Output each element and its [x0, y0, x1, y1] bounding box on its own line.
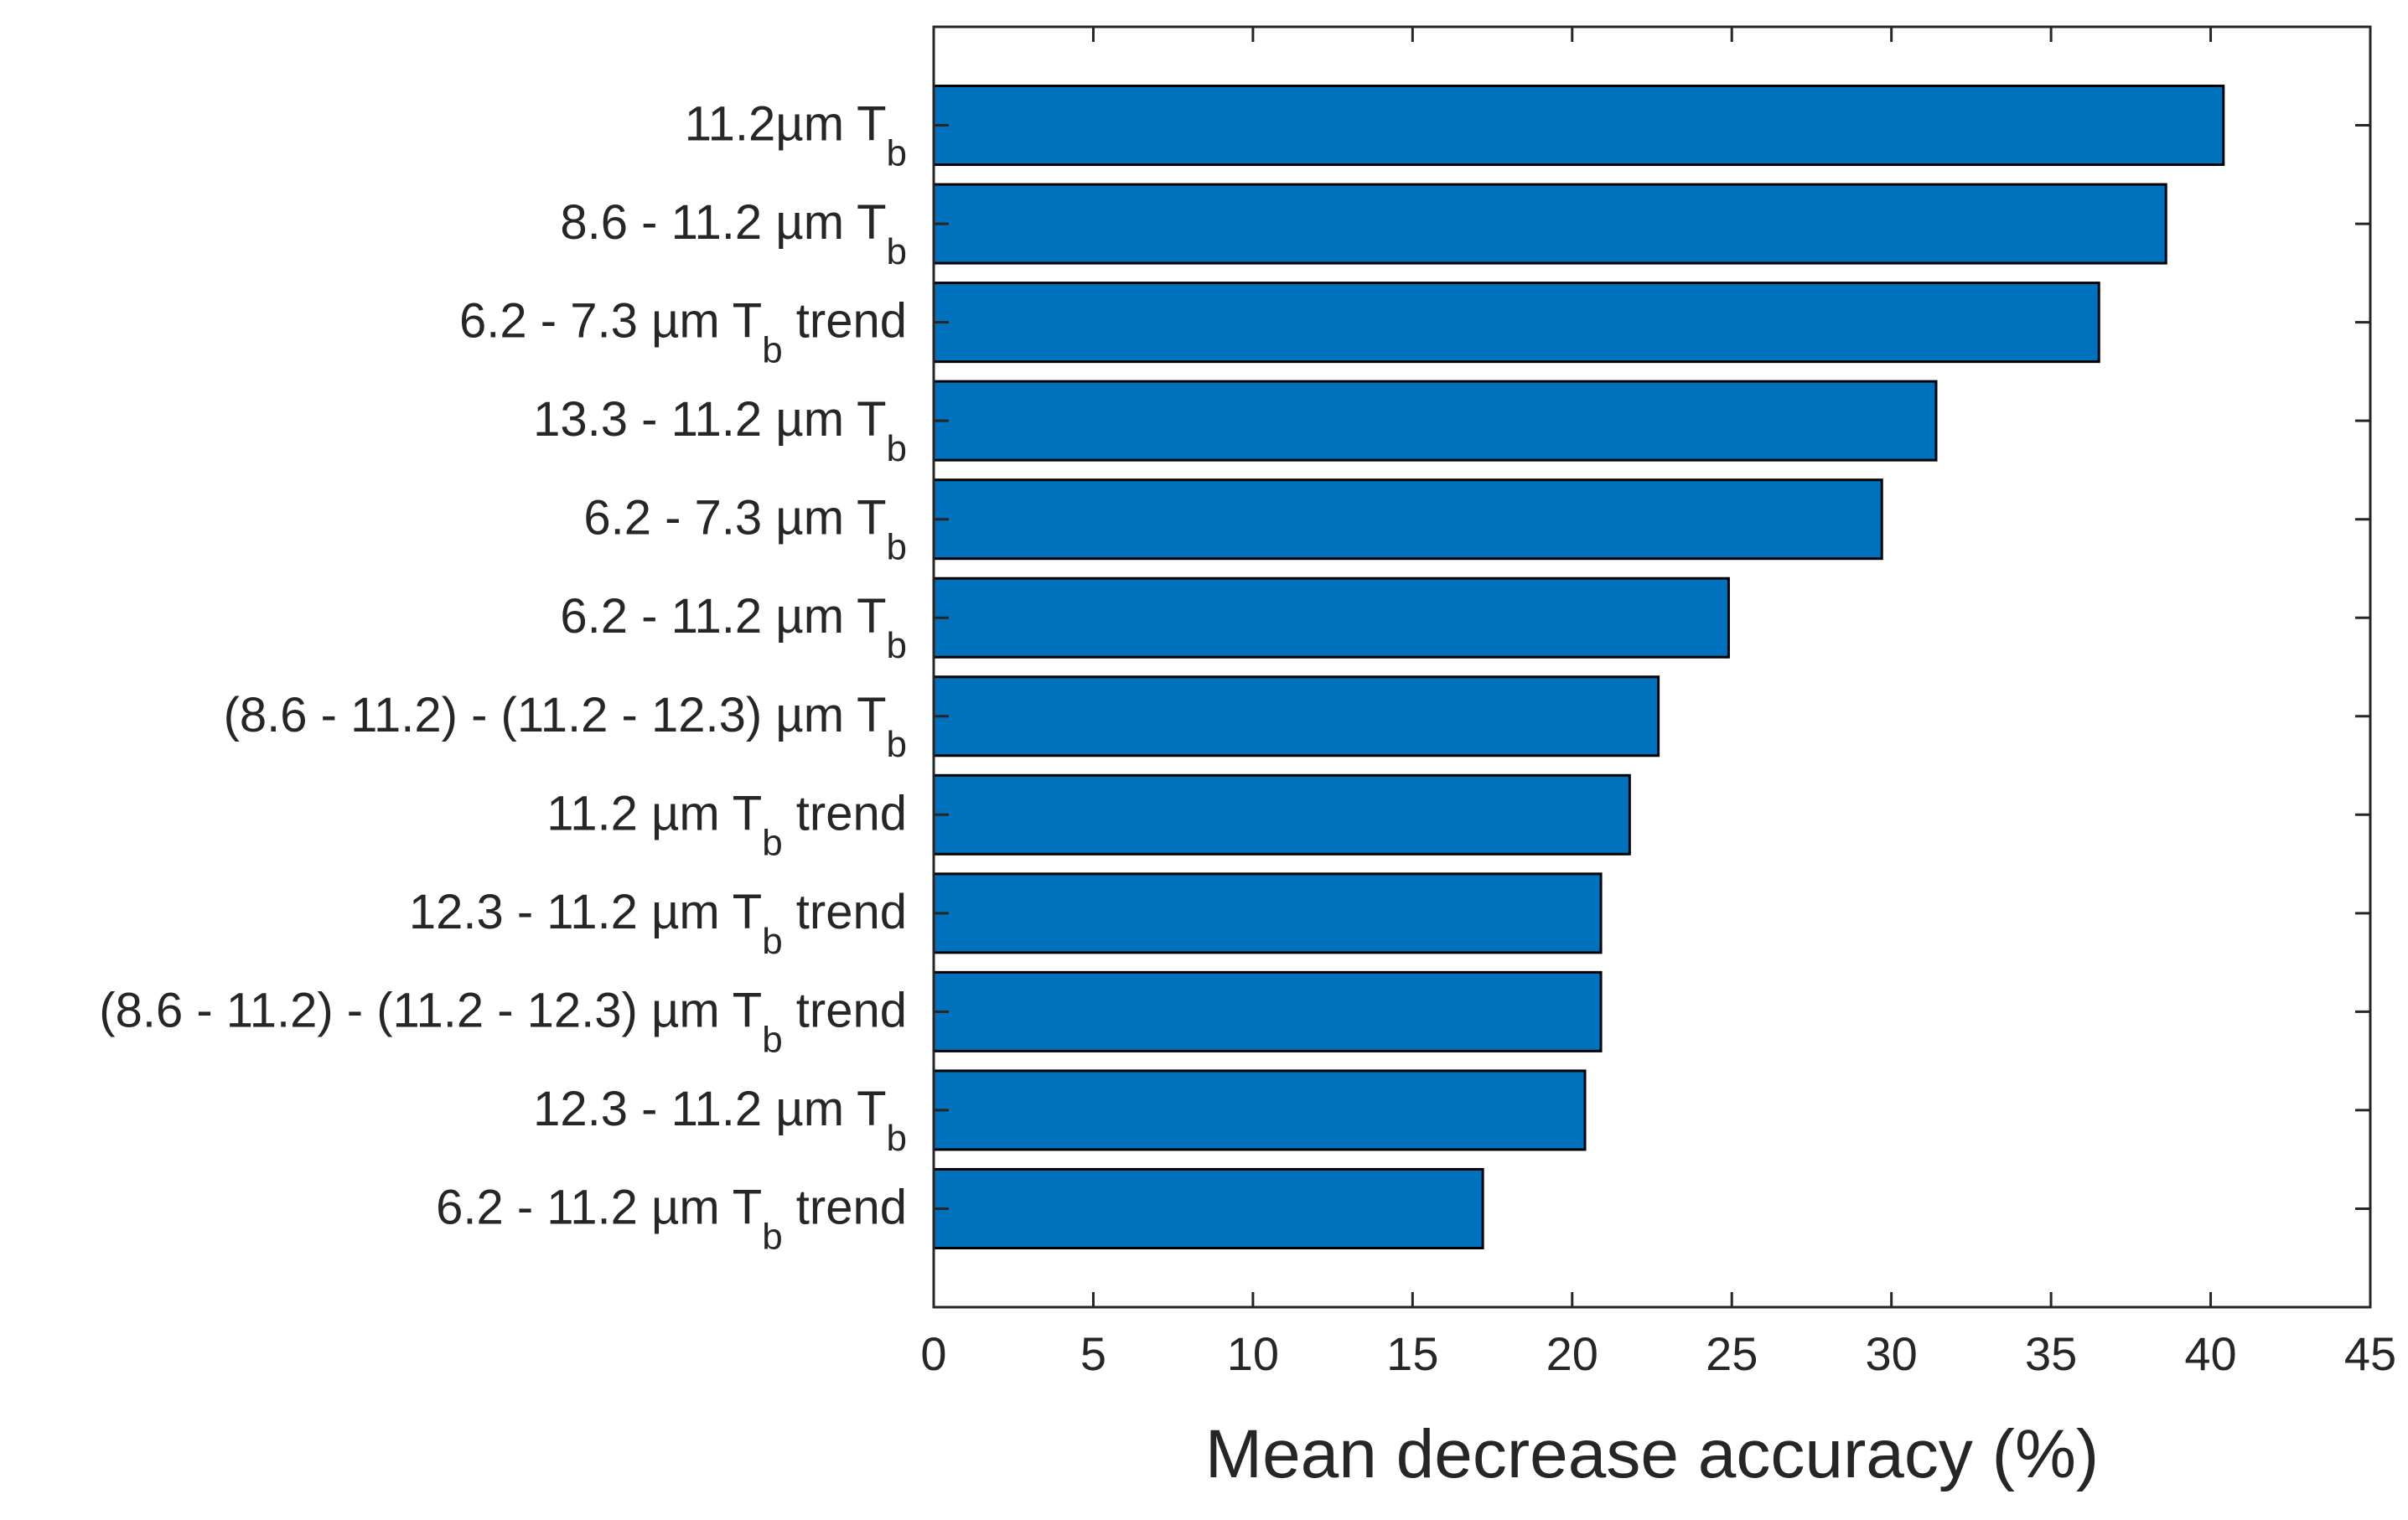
x-tick-label: 25 [1706, 1327, 1758, 1380]
bar [932, 773, 1631, 856]
bar [932, 282, 2100, 364]
y-tick-label: 6.2 - 7.3 µm Tb [583, 491, 907, 568]
bar [932, 1069, 1587, 1151]
y-tick-label: 6.2 - 11.2 µm Tb [560, 589, 907, 666]
bar [932, 183, 2167, 265]
y-tick-label: 11.2 µm Tb trend [546, 786, 907, 863]
x-tick-label: 35 [2025, 1327, 2077, 1380]
bar [932, 970, 1603, 1052]
bar [932, 872, 1603, 954]
x-tick-label: 45 [2344, 1327, 2396, 1380]
y-tick-label: 12.3 - 11.2 µm Tb [533, 1082, 907, 1159]
x-tick-label: 20 [1546, 1327, 1598, 1380]
x-tick-label: 30 [1866, 1327, 1918, 1380]
y-tick-label: 8.6 - 11.2 µm Tb [560, 195, 907, 272]
bars-layer [932, 85, 2225, 1249]
y-tick-label: 12.3 - 11.2 µm Tb trend [409, 885, 907, 962]
bar [932, 85, 2225, 167]
bar [932, 380, 1938, 462]
x-tick-label: 10 [1227, 1327, 1279, 1380]
y-axis-tick-labels: 11.2µm Tb 8.6 - 11.2 µm Tb 6.2 - 7.3 µm Tb… [99, 97, 907, 1258]
y-tick-label: 6.2 - 7.3 µm Tb trend [459, 294, 907, 371]
y-tick-label: 13.3 - 11.2 µm Tb [533, 392, 907, 469]
plot-area-frame [932, 25, 2372, 1309]
x-tick-label: 5 [1080, 1327, 1106, 1380]
y-tick-label: (8.6 - 11.2) - (11.2 - 12.3) µm Tb [224, 688, 907, 765]
x-tick-label: 40 [2184, 1327, 2236, 1380]
bar [932, 1167, 1484, 1249]
y-tick-label: (8.6 - 11.2) - (11.2 - 12.3) µm Tb trend [99, 983, 907, 1060]
x-axis-tick-labels: 0 5 10 15 20 25 30 35 40 45 [920, 1327, 2396, 1380]
bar [932, 576, 1730, 659]
x-tick-label: 0 [920, 1327, 946, 1380]
bar [932, 478, 1883, 561]
bar [932, 675, 1660, 757]
x-axis-label: Mean decrease accuracy (%) [1205, 1416, 2099, 1492]
y-tick-label: 6.2 - 11.2 µm Tb trend [436, 1180, 907, 1257]
y-tick-label: 11.2µm Tb [685, 97, 907, 174]
x-tick-label: 15 [1386, 1327, 1438, 1380]
